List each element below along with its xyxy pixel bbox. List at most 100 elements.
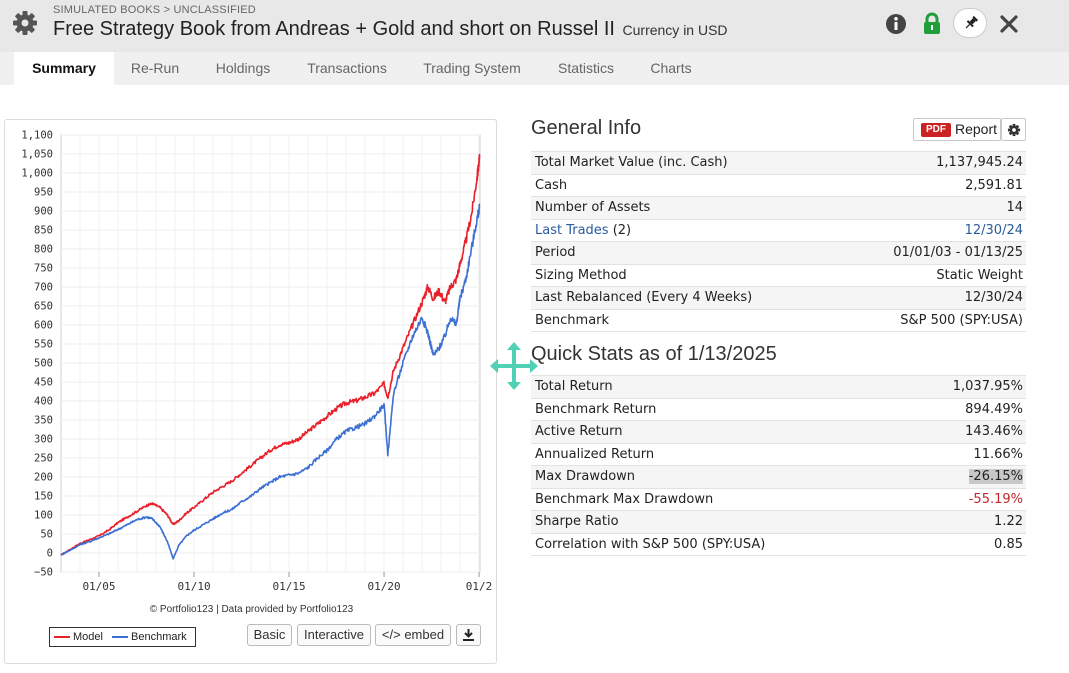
tab-statistics[interactable]: Statistics [557, 60, 614, 76]
row-label: Active Return [531, 420, 905, 443]
table-row: Number of Assets 14 [531, 196, 1026, 219]
move-cursor-icon [490, 342, 538, 390]
y-tick-label: 50 [40, 529, 53, 541]
row-label: Sharpe Ratio [531, 510, 905, 533]
tab-summary[interactable]: Summary [14, 52, 114, 85]
x-tick-label: 01/2 [466, 580, 493, 593]
row-label: Period [531, 241, 839, 264]
row-label: Sizing Method [531, 263, 839, 287]
last-trades-date-link[interactable]: 12/30/24 [964, 222, 1023, 238]
y-tick-label: 800 [34, 244, 53, 256]
pin-icon [965, 15, 979, 29]
report-button[interactable]: PDF Report [913, 118, 1001, 141]
x-tick-label: 01/05 [82, 580, 115, 593]
row-label: Correlation with S&P 500 (SPY:USA) [531, 532, 905, 556]
y-tick-label: 100 [34, 510, 53, 522]
table-row: Last Trades (2) 12/30/24 [531, 218, 1026, 242]
y-tick-label: 150 [34, 491, 53, 503]
y-tick-label: 400 [34, 396, 53, 408]
table-row: Annualized Return 11.66% [531, 442, 1026, 466]
x-tick-label: 01/15 [272, 580, 305, 593]
y-tick-label: 500 [34, 358, 53, 370]
chart-legend[interactable]: Model Benchmark [49, 627, 196, 647]
breadcrumb[interactable]: SIMULATED BOOKS > UNCLASSIFIED [53, 4, 256, 16]
table-row: Period 01/01/03 - 01/13/25 [531, 241, 1026, 264]
row-value: 143.46% [904, 420, 1026, 443]
table-row: Last Rebalanced (Every 4 Weeks) 12/30/24 [531, 286, 1026, 309]
y-tick-label: 0 [47, 548, 53, 560]
row-value: 1,137,945.24 [838, 151, 1026, 174]
row-value: Static Weight [838, 263, 1026, 287]
pin-button[interactable] [953, 8, 987, 38]
y-tick-label: 350 [34, 415, 53, 427]
lock-icon[interactable] [920, 12, 944, 36]
last-trades-count: (2) [612, 222, 632, 238]
y-tick-label: −50 [34, 567, 53, 579]
table-row: Sharpe Ratio 1.22 [531, 510, 1026, 533]
row-label: Total Return [531, 375, 905, 398]
row-label: Benchmark Return [531, 397, 905, 421]
gear-icon[interactable] [10, 8, 40, 38]
row-value: 1,037.95% [904, 375, 1026, 398]
download-button[interactable] [456, 624, 481, 646]
y-tick-label: 950 [34, 187, 53, 199]
y-tick-label: 750 [34, 263, 53, 275]
row-label: Cash [531, 173, 839, 197]
tab-re-run[interactable]: Re-Run [130, 60, 180, 76]
tab-transactions[interactable]: Transactions [307, 60, 387, 76]
max-drawdown-value: -26.15% [968, 469, 1023, 485]
report-settings-button[interactable] [1001, 118, 1026, 141]
row-value: 1.22 [904, 510, 1026, 533]
row-label: Max Drawdown [531, 465, 905, 488]
header-bar: SIMULATED BOOKS > UNCLASSIFIED Free Stra… [0, 0, 1069, 52]
embed-button[interactable]: </> embed [375, 624, 451, 646]
last-trades-cell: Last Trades (2) [531, 218, 839, 242]
row-value: 11.66% [904, 442, 1026, 466]
tab-charts[interactable]: Charts [650, 60, 692, 76]
table-row: Max Drawdown -26.15% [531, 465, 1026, 488]
pdf-icon: PDF [921, 123, 951, 137]
basic-button[interactable]: Basic [247, 624, 292, 646]
table-row: Benchmark S&P 500 (SPY:USA) [531, 308, 1026, 332]
row-value: 894.49% [904, 397, 1026, 421]
x-tick-label: 01/10 [177, 580, 210, 593]
tab-trading-system[interactable]: Trading System [423, 60, 521, 76]
last-trades-link[interactable]: Last Trades [535, 222, 609, 238]
row-value: S&P 500 (SPY:USA) [838, 308, 1026, 332]
table-row: Correlation with S&P 500 (SPY:USA) 0.85 [531, 532, 1026, 556]
performance-chart-panel: −50 0 50 100 150 200 250 300 350 400 450 500 550 600 6… [4, 119, 497, 664]
quick-stats-table: Total Return 1,037.95% Benchmark Return … [531, 375, 1026, 556]
table-row: Sizing Method Static Weight [531, 263, 1026, 287]
table-row: Benchmark Max Drawdown -55.19% [531, 487, 1026, 511]
y-tick-label: 600 [34, 320, 53, 332]
tab-holdings[interactable]: Holdings [215, 60, 271, 76]
y-tick-label: 850 [34, 225, 53, 237]
y-tick-label: 1,100 [21, 130, 53, 142]
y-tick-label: 650 [34, 301, 53, 313]
performance-chart[interactable]: −50 0 50 100 150 200 250 300 350 400 450 500 550 600 6… [5, 120, 498, 665]
series-line-model [60, 153, 481, 556]
quick-stats-title: Quick Stats as of 1/13/2025 [531, 343, 777, 365]
interactive-button[interactable]: Interactive [297, 624, 371, 646]
row-value: 01/01/03 - 01/13/25 [838, 241, 1026, 264]
row-value: 0.85 [904, 532, 1026, 556]
legend-model-label: Model [73, 631, 103, 643]
row-value: 2,591.81 [838, 173, 1026, 197]
currency-label: Currency in USD [622, 22, 728, 38]
row-label: Number of Assets [531, 196, 839, 219]
y-tick-label: 900 [34, 206, 53, 218]
row-value: 12/30/24 [838, 218, 1026, 242]
row-label: Benchmark Max Drawdown [531, 487, 905, 511]
chart-credit: © Portfolio123 | Data provided by Portfo… [149, 604, 354, 615]
close-icon[interactable] [997, 12, 1021, 36]
info-icon[interactable] [884, 12, 908, 36]
table-row: Cash 2,591.81 [531, 173, 1026, 197]
table-row: Total Return 1,037.95% [531, 375, 1026, 398]
table-row: Active Return 143.46% [531, 420, 1026, 443]
row-value: 14 [838, 196, 1026, 219]
y-tick-label: 300 [34, 434, 53, 446]
y-tick-label: 550 [34, 339, 53, 351]
row-value: -55.19% [904, 487, 1026, 511]
legend-benchmark-label: Benchmark [131, 631, 187, 643]
y-tick-label: 1,000 [21, 168, 53, 180]
